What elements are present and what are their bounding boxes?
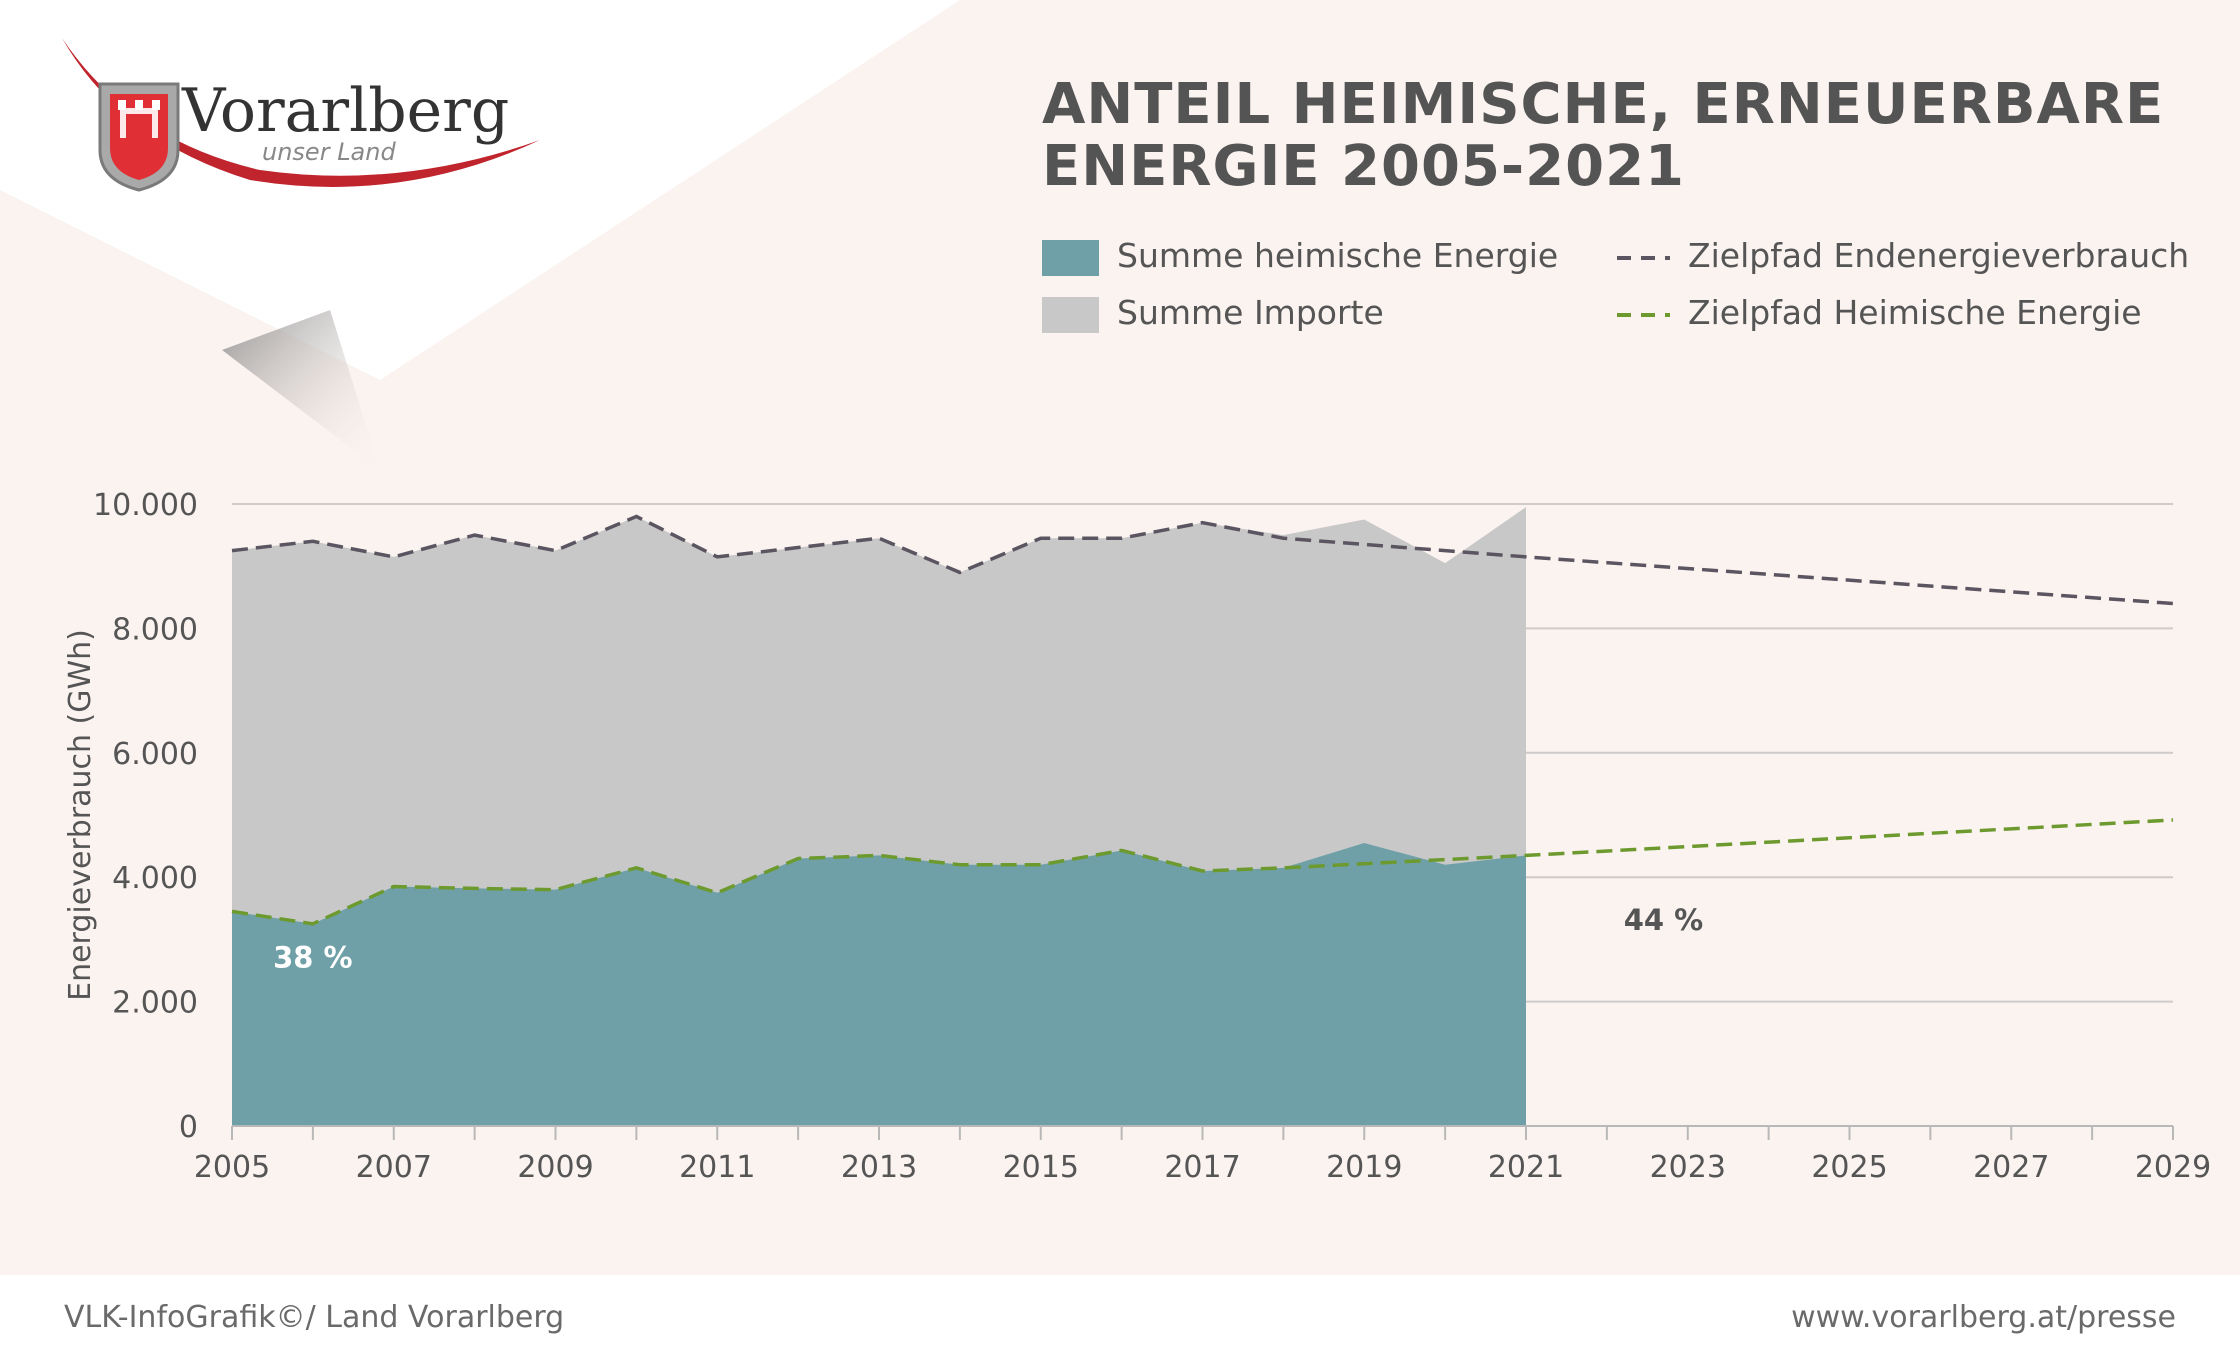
x-tick-label: 2009 [517, 1150, 593, 1185]
percent-annotation: 38 % [273, 940, 353, 974]
x-tick-label: 2029 [2135, 1150, 2211, 1185]
heimisch-area [232, 842, 1526, 1126]
x-tick-label: 2027 [1973, 1150, 2049, 1185]
legend-label-zielpfad-end: Zielpfad Endenergieverbrauch [1688, 236, 2190, 275]
x-tick-label: 2023 [1650, 1150, 1726, 1185]
coat-of-arms-icon [98, 82, 180, 192]
zielpfad-end-line [231, 514, 2174, 606]
x-tick-label: 2021 [1488, 1150, 1564, 1185]
zielpfad-heim-line [231, 818, 2174, 926]
legend-swatch-heimisch [1042, 240, 1099, 276]
x-tick-label: 2017 [1164, 1150, 1240, 1185]
x-tick-label: 2019 [1326, 1150, 1402, 1185]
x-tick-label: 2007 [356, 1150, 432, 1185]
percent-annotation: 44 % [1624, 903, 1704, 937]
x-tick-label: 2011 [679, 1150, 755, 1185]
x-tick-label: 2015 [1003, 1150, 1079, 1185]
footer-band [0, 1275, 2240, 1360]
y-axis-label: Energieverbrauch (GWh) [63, 629, 98, 1001]
legend-swatch-importe [1042, 297, 1099, 333]
x-tick-label: 2013 [841, 1150, 917, 1185]
page-title-line2: ENERGIE 2005-2021 [1042, 134, 1686, 199]
legend-label-heimisch: Summe heimische Energie [1117, 236, 1559, 275]
background-wedge [0, 0, 960, 380]
page-title-line1: ANTEIL HEIMISCHE, ERNEUERBARE [1042, 72, 2165, 137]
y-tick-label: 2.000 [112, 986, 198, 1021]
logo-name: Vorarlberg [182, 76, 510, 146]
footer-credit: VLK-InfoGrafik©/ Land Vorarlberg [64, 1300, 565, 1335]
y-tick-label: 0 [179, 1110, 198, 1145]
y-tick-label: 10.000 [93, 488, 198, 523]
legend-label-importe: Summe Importe [1117, 293, 1384, 332]
logo-subtitle: unser Land [262, 138, 396, 166]
footer-url: www.vorarlberg.at/presse [1791, 1300, 2176, 1335]
background-shadow [222, 310, 380, 470]
y-tick-label: 8.000 [112, 612, 198, 647]
x-tick-label: 2005 [194, 1150, 270, 1185]
y-tick-label: 4.000 [112, 861, 198, 896]
x-tick-label: 2025 [1811, 1150, 1887, 1185]
legend-label-zielpfad-heim: Zielpfad Heimische Energie [1688, 293, 2142, 332]
y-tick-label: 6.000 [112, 737, 198, 772]
logo-swoosh [62, 38, 540, 187]
